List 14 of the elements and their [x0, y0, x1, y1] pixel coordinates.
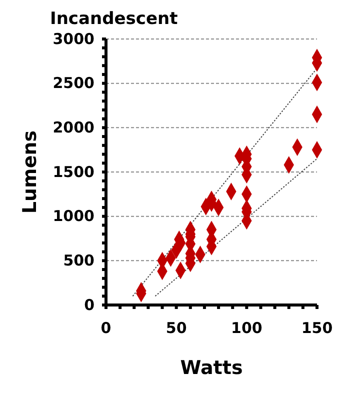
x-tick-label: 50 — [166, 319, 187, 337]
x-tick-label: 0 — [100, 319, 112, 337]
y-tick-label: 2500 — [52, 74, 94, 92]
y-tick-label: 2000 — [52, 118, 94, 136]
x-tick-label: 150 — [301, 319, 333, 337]
y-axis-title: Lumens — [19, 130, 41, 214]
y-tick-label: 500 — [63, 251, 94, 270]
y-tick-label: 0 — [84, 296, 94, 314]
y-tick-label: 1500 — [52, 162, 94, 181]
y-tick-label: 1000 — [52, 207, 94, 226]
x-axis-title: Watts — [180, 357, 243, 379]
x-tick-label: 100 — [231, 319, 262, 337]
y-tick-label: 3000 — [52, 30, 94, 48]
chart-title: Incandescent — [50, 9, 178, 29]
